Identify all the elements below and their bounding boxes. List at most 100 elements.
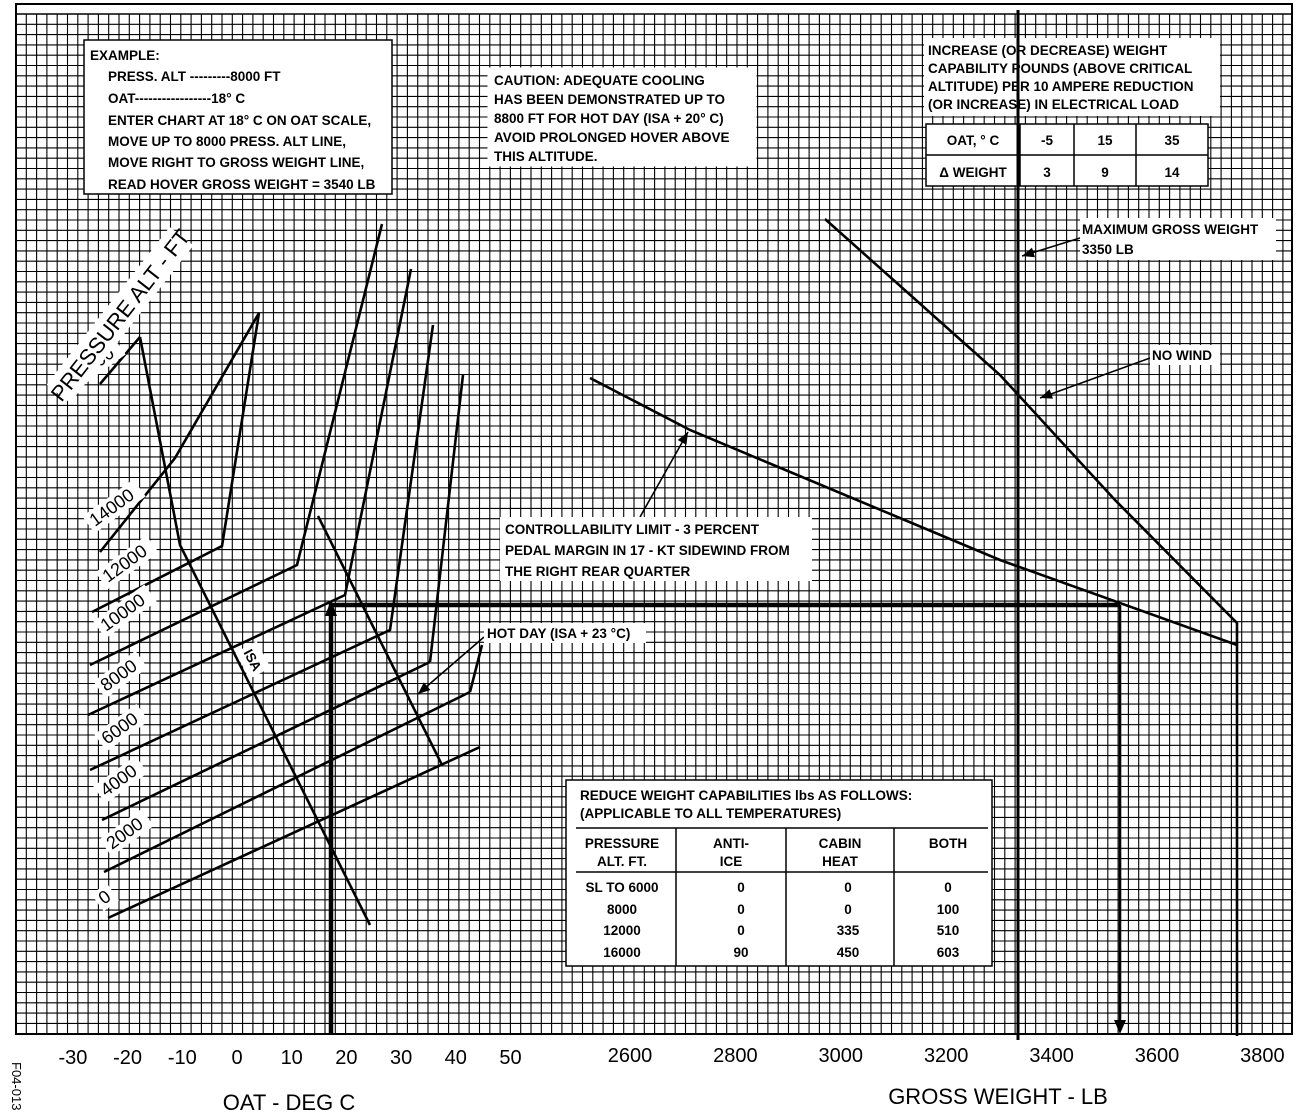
reduce-cell: 0 — [737, 880, 745, 895]
oat-tick-label: 0 — [231, 1047, 242, 1069]
example-line-1: PRESS. ALT ---------8000 FT — [108, 69, 281, 84]
weight-tick-label: 3800 — [1240, 1045, 1285, 1067]
oat-tick-label: 50 — [499, 1047, 521, 1069]
example-arrow-down — [1114, 1020, 1126, 1034]
max-gross-line-2: 3350 LB — [1082, 242, 1134, 257]
max-gross-line-1: MAXIMUM GROSS WEIGHT — [1082, 222, 1259, 237]
electrical-line-4: (OR INCREASE) IN ELECTRICAL LOAD — [928, 97, 1179, 112]
caution-box: CAUTION: ADEQUATE COOLING HAS BEEN DEMON… — [487, 67, 757, 167]
caution-line-1: CAUTION: ADEQUATE COOLING — [494, 73, 705, 88]
pressure-alt-line-10000 — [89, 223, 384, 667]
reduce-title-1: REDUCE WEIGHT CAPABILITIES lbs AS FOLLOW… — [580, 788, 912, 803]
alt-label-bg — [99, 808, 154, 857]
alt-label-bg — [93, 755, 148, 804]
weight-tick-label: 2600 — [608, 1045, 653, 1067]
pressure-alt-line-8000 — [87, 268, 413, 717]
elec-table-weight-2: 9 — [1101, 165, 1109, 180]
example-box: EXAMPLE: PRESS. ALT ---------8000 FT OAT… — [83, 39, 393, 195]
alt-label-bg — [93, 584, 157, 639]
pressure-alt-line-2000 — [103, 690, 471, 874]
max-gross-arrow-head — [1022, 247, 1035, 258]
hot-day-arrow-head — [418, 682, 431, 694]
elec-table-oat-1: -5 — [1041, 133, 1053, 148]
hot-day-line — [316, 515, 444, 766]
elec-table-weight-label: Δ WEIGHT — [939, 165, 1007, 180]
elec-table-oat-2: 15 — [1097, 133, 1113, 148]
elec-table-oat-label: OAT, ° C — [947, 133, 1000, 148]
reduce-cell: 510 — [937, 923, 960, 938]
example-line-3: ENTER CHART AT 18° C ON OAT SCALE, — [108, 113, 371, 128]
reduce-head-3a: CABIN — [819, 836, 862, 851]
reduce-head-3b: HEAT — [822, 854, 859, 869]
reduce-cell: 0 — [844, 902, 852, 917]
controllability-arrow — [639, 431, 689, 518]
no-wind-label: NO WIND — [1150, 345, 1220, 365]
weight-tick-label: 2800 — [713, 1045, 758, 1067]
reduce-cell: 16000 — [603, 945, 641, 960]
example-arrow-up — [325, 600, 337, 616]
figure-id: F04-013 — [9, 1062, 24, 1110]
alt-label-bg — [91, 883, 120, 912]
max-gross-label: MAXIMUM GROSS WEIGHT 3350 LB — [1080, 218, 1276, 260]
example-line-6: READ HOVER GROSS WEIGHT = 3540 LB — [108, 177, 376, 192]
caution-line-2: HAS BEEN DEMONSTRATED UP TO — [494, 92, 725, 107]
controllability-limit-curve — [589, 376, 1238, 647]
reduce-head-1a: PRESSURE — [585, 836, 659, 851]
electrical-line-3: ALTITUDE) PER 10 AMPERE REDUCTION — [928, 79, 1194, 94]
example-title: EXAMPLE: — [90, 48, 160, 63]
weight-tick-label: 3600 — [1135, 1045, 1180, 1067]
reduce-cell: 8000 — [607, 902, 637, 917]
alt-label-bg — [94, 703, 149, 752]
oat-tick-label: -20 — [113, 1047, 142, 1069]
weight-tick-label: 3200 — [924, 1045, 969, 1067]
reduce-weight-box: REDUCE WEIGHT CAPABILITIES lbs AS FOLLOW… — [565, 779, 993, 967]
no-wind-curve — [824, 218, 1239, 1036]
oat-tick-label: 30 — [390, 1047, 412, 1069]
reduce-head-2b: ICE — [720, 854, 743, 869]
isa-line — [138, 336, 372, 926]
pressure-alt-line-14000 — [98, 312, 261, 553]
electrical-load-box: INCREASE (OR DECREASE) WEIGHT CAPABILITY… — [924, 38, 1220, 187]
no-wind-arrow — [1039, 357, 1151, 399]
pressure-alt-line-6000 — [89, 324, 435, 772]
pressure-alt-line-0 — [107, 745, 481, 920]
no-wind-arrow-head — [1040, 389, 1053, 399]
elec-table-oat-3: 35 — [1164, 133, 1180, 148]
isa-label: ISA — [235, 641, 271, 679]
caution-line-4: AVOID PROLONGED HOVER ABOVE — [494, 130, 730, 145]
pressure-alt-line-16000 — [99, 336, 141, 385]
reduce-cell: 0 — [844, 880, 852, 895]
reduce-table-rows: SL TO 6000 0 0 0 8000 0 0 100 12000 0 335 510 16000 9… — [585, 880, 959, 960]
reduce-cell: 0 — [944, 880, 952, 895]
caution-line-3: 8800 FT FOR HOT DAY (ISA + 20° C) — [494, 111, 724, 126]
reduce-head-2a: ANTI- — [713, 836, 749, 851]
elec-table-weight-3: 14 — [1164, 165, 1180, 180]
reduce-cell: 90 — [733, 945, 748, 960]
oat-tick-label: 10 — [281, 1047, 303, 1069]
oat-axis-ticks: -30 -20 -10 0 10 20 30 40 50 — [58, 1047, 521, 1069]
controllability-line-3: THE RIGHT REAR QUARTER — [505, 564, 691, 579]
controllability-line-2: PEDAL MARGIN IN 17 - KT SIDEWIND FROM — [505, 543, 790, 558]
oat-tick-label: -30 — [58, 1047, 87, 1069]
chart-curves — [87, 10, 1239, 1040]
reduce-cell: 603 — [937, 945, 960, 960]
oat-tick-label: -10 — [168, 1047, 197, 1069]
hot-day-arrow — [417, 636, 485, 695]
caution-line-5: THIS ALTITUDE. — [494, 149, 598, 164]
hot-day-line-segment — [468, 644, 484, 693]
example-line-5: MOVE RIGHT TO GROSS WEIGHT LINE, — [108, 155, 364, 170]
electrical-line-1: INCREASE (OR DECREASE) WEIGHT — [928, 43, 1168, 58]
controllability-label: CONTROLLABILITY LIMIT - 3 PERCENT PEDAL … — [500, 517, 812, 581]
pressure-alt-line-4000 — [101, 660, 431, 822]
alt-label-bg — [82, 479, 146, 534]
weight-axis-title: GROSS WEIGHT - LB — [888, 1084, 1108, 1109]
reduce-cell: 450 — [837, 945, 860, 960]
weight-tick-label: 3400 — [1029, 1045, 1074, 1067]
reduce-title-2: (APPLICABLE TO ALL TEMPERATURES) — [580, 806, 841, 821]
alt-label-0: 0 — [91, 883, 120, 912]
reduce-cell: 0 — [737, 902, 745, 917]
example-line-4: MOVE UP TO 8000 PRESS. ALT LINE, — [108, 134, 346, 149]
weight-tick-label: 3000 — [819, 1045, 864, 1067]
elec-table-weight-1: 3 — [1043, 165, 1051, 180]
